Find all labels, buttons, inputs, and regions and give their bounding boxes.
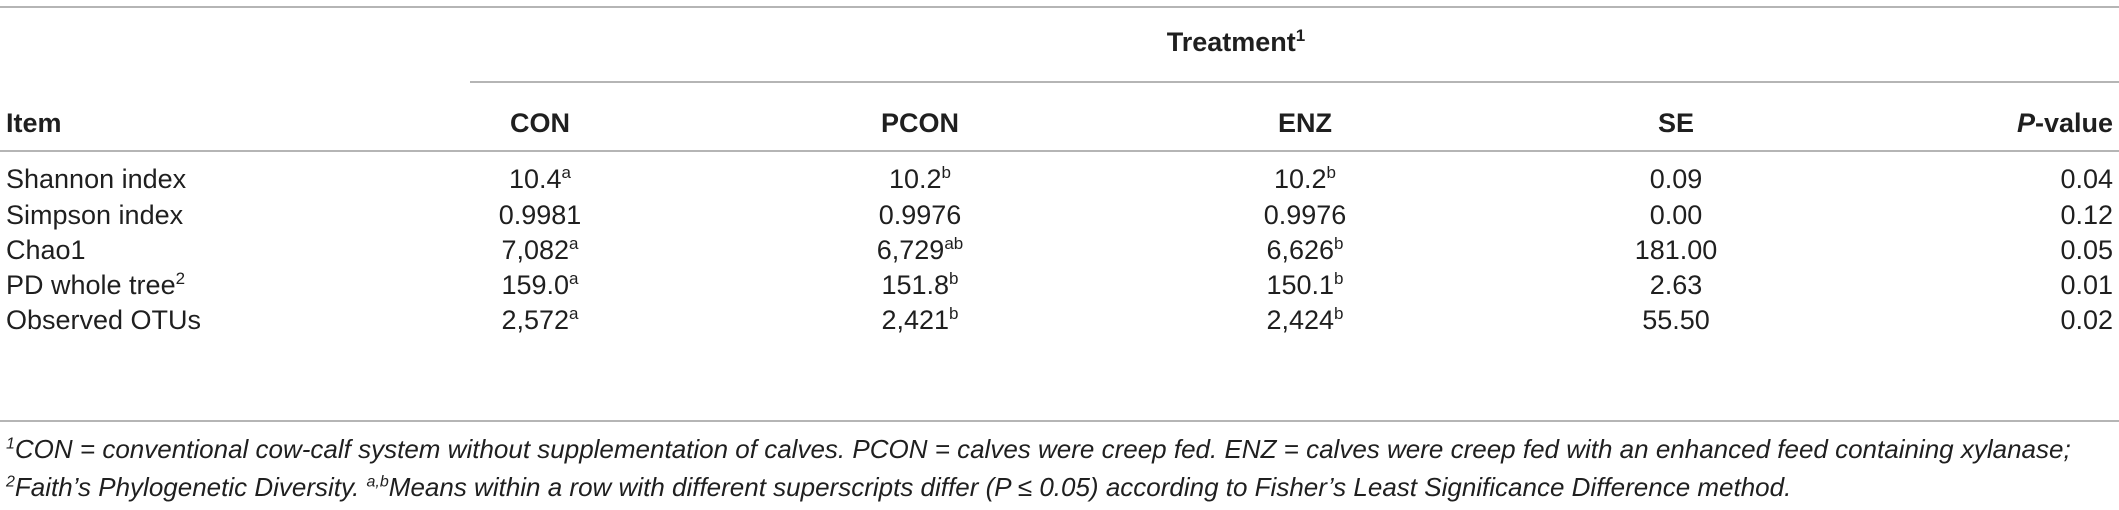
cell-p-value: 0.05 (2060, 235, 2113, 265)
cell-pcon: 10.2b (888, 163, 952, 194)
row-item: Simpson index (6, 200, 184, 230)
cell-enz: 0.9976 (1263, 200, 1347, 230)
cell-enz: 150.1b (1266, 269, 1344, 300)
cell-p-value: 0.02 (2060, 305, 2113, 335)
header-p-value: P-value (2016, 108, 2113, 138)
table-row: Chao1 7,082a 6,729ab 6,626b 181.00 0.05 (0, 226, 2119, 273)
treatment-group-header: Treatment1 (1166, 26, 1306, 57)
table-row: Simpson index 0.9981 0.9976 0.9976 0.00 … (0, 191, 2119, 238)
table-row: PD whole tree2 159.0a 151.8b 150.1b 2.63… (0, 261, 2119, 308)
cell-p-value: 0.12 (2060, 200, 2113, 230)
cell-con: 159.0a (501, 269, 579, 300)
row-item: Chao1 (6, 235, 86, 265)
header-enz: ENZ (1278, 108, 1332, 138)
cell-con: 2,572a (501, 304, 579, 335)
header-rule (0, 150, 2119, 152)
cell-enz: 2,424b (1266, 304, 1344, 335)
row-item: Observed OTUs (6, 305, 202, 335)
cell-pcon: 151.8b (881, 269, 959, 300)
cell-se: 55.50 (1642, 305, 1710, 335)
cell-pcon: 0.9976 (878, 200, 962, 230)
cell-se: 2.63 (1649, 270, 1703, 300)
table-footnote: 1CON = conventional cow-calf system with… (6, 434, 2071, 502)
cell-con: 10.4a (508, 163, 572, 194)
cell-se: 0.09 (1649, 164, 1703, 194)
cell-pcon: 2,421b (881, 304, 959, 335)
cell-con: 7,082a (501, 234, 579, 265)
cell-p-value: 0.04 (2060, 164, 2113, 194)
row-item: PD whole tree2 (6, 269, 186, 300)
row-item: Shannon index (6, 164, 187, 194)
table-row: Observed OTUs 2,572a 2,421b 2,424b 55.50… (0, 296, 2119, 343)
cell-se: 181.00 (1634, 235, 1718, 265)
cell-con: 0.9981 (498, 200, 582, 230)
table-bottom-rule (0, 420, 2119, 422)
cell-enz: 10.2b (1273, 163, 1337, 194)
header-item: Item (6, 108, 62, 138)
table-row: Shannon index 10.4a 10.2b 10.2b 0.09 0.0… (0, 155, 2119, 202)
cell-se: 0.00 (1649, 200, 1703, 230)
table-top-rule (0, 6, 2119, 8)
treatment-span-rule (470, 81, 2119, 83)
cell-p-value: 0.01 (2060, 270, 2113, 300)
header-con: CON (510, 108, 570, 138)
cell-enz: 6,626b (1266, 234, 1344, 265)
header-se: SE (1657, 108, 1695, 138)
cell-pcon: 6,729ab (876, 234, 964, 265)
header-pcon: PCON (880, 108, 960, 138)
